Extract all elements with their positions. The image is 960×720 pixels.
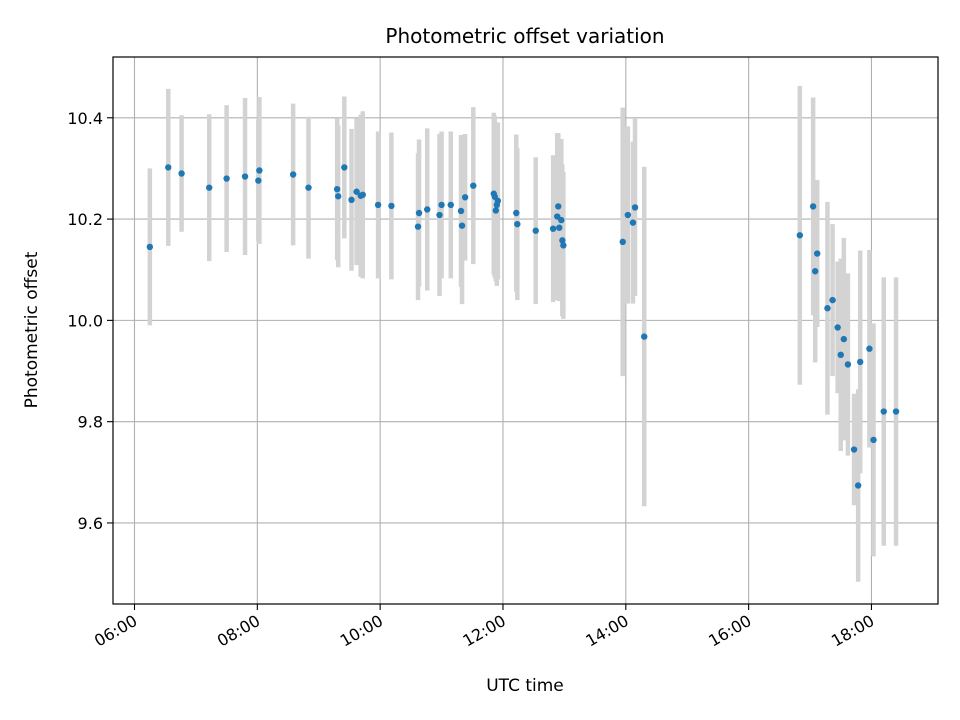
data-point <box>850 446 858 453</box>
data-point <box>305 184 312 191</box>
data-point <box>532 227 539 234</box>
data-point <box>146 243 154 251</box>
data-point <box>414 223 422 230</box>
data-point <box>458 222 466 229</box>
data-point <box>514 220 521 228</box>
data-point <box>814 250 821 257</box>
chart-title: Photometric offset variation <box>385 24 664 48</box>
data-point <box>837 351 844 359</box>
data-point <box>461 194 469 201</box>
data-point <box>559 237 566 244</box>
data-point <box>513 209 520 217</box>
y-tick-label: 10.4 <box>67 109 103 128</box>
data-point <box>556 224 563 231</box>
data-point <box>415 209 423 217</box>
data-point <box>811 268 819 275</box>
data-point <box>870 436 877 444</box>
data-point <box>560 242 567 249</box>
data-point <box>353 188 360 195</box>
data-point <box>866 345 873 352</box>
y-axis-title: Photometric offset <box>22 251 42 408</box>
data-point <box>829 296 836 304</box>
data-point <box>341 164 348 171</box>
data-points <box>146 164 900 489</box>
data-point <box>436 211 443 219</box>
data-point <box>494 197 502 205</box>
data-point <box>824 305 831 312</box>
data-point <box>796 232 804 239</box>
data-point <box>840 335 848 343</box>
data-point <box>241 173 249 180</box>
data-point <box>359 191 366 198</box>
y-tick-label: 9.8 <box>78 413 103 432</box>
data-point <box>333 185 341 193</box>
data-point <box>624 211 632 219</box>
data-point <box>492 207 500 214</box>
data-point <box>457 207 465 215</box>
data-point <box>289 171 297 178</box>
data-point <box>857 358 864 366</box>
y-tick-label: 10.2 <box>67 210 103 229</box>
data-point <box>619 238 626 246</box>
data-point <box>629 219 637 226</box>
data-point <box>206 184 213 191</box>
data-point <box>424 206 431 213</box>
data-point <box>388 202 395 210</box>
data-point <box>256 167 263 174</box>
data-point <box>255 177 262 184</box>
data-point <box>880 408 887 415</box>
data-point <box>178 170 185 177</box>
data-point <box>854 482 862 489</box>
data-point <box>470 182 477 189</box>
data-point <box>165 164 172 171</box>
x-axis-title: UTC time <box>486 676 564 696</box>
data-point <box>348 196 355 204</box>
data-point <box>892 408 900 415</box>
data-point <box>555 203 562 210</box>
data-point <box>334 193 342 200</box>
y-axis: 9.6 9.8 10.0 10.2 10.4 <box>67 109 113 533</box>
y-tick-label: 10.0 <box>67 311 103 330</box>
y-tick-label: 9.6 <box>78 514 103 533</box>
data-point <box>809 203 817 210</box>
data-point <box>631 204 639 211</box>
plot-frame <box>112 56 939 605</box>
data-point <box>844 361 852 368</box>
data-point <box>641 333 648 340</box>
data-point <box>834 324 841 331</box>
data-point <box>438 201 445 209</box>
data-point <box>549 225 557 232</box>
data-point <box>447 201 454 209</box>
data-point <box>558 216 565 224</box>
data-point <box>374 201 382 209</box>
data-point <box>223 175 230 182</box>
